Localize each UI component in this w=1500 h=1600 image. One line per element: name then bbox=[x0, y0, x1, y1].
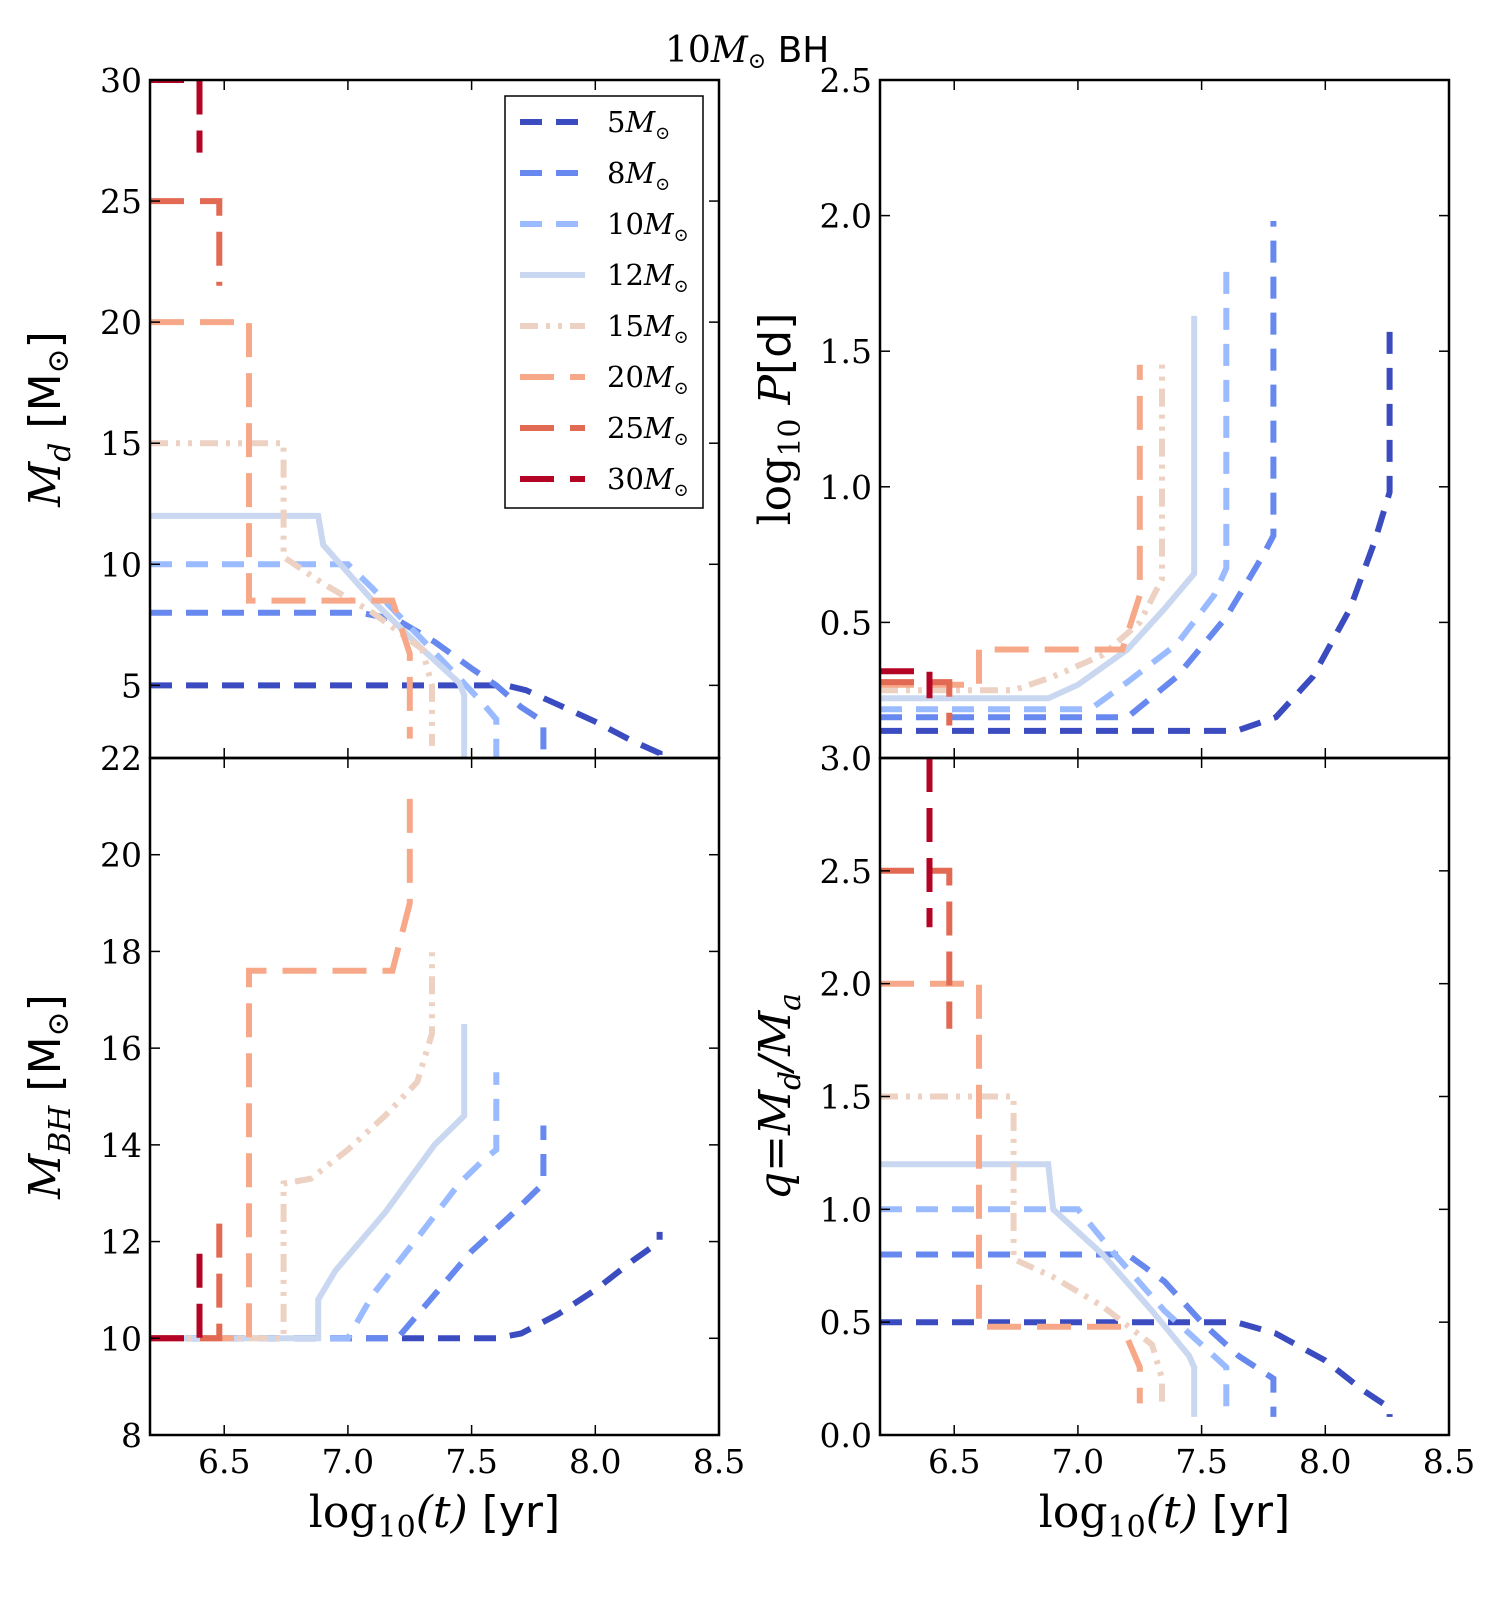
md-series-20-msun bbox=[150, 319, 413, 739]
legend-label-12-msun: 12M⊙ bbox=[607, 258, 689, 297]
q-series bbox=[880, 758, 1393, 1417]
period-series-20-msun bbox=[880, 364, 1143, 688]
md-ytick-label: 15 bbox=[100, 424, 142, 463]
q-xtick-label: 8.0 bbox=[1299, 1442, 1351, 1481]
legend: 5M⊙ 8M⊙ 10M⊙ 12M⊙ 15M⊙ 20M⊙ 25M⊙ 30M⊙ bbox=[504, 95, 704, 509]
mbh-ytick-label: 18 bbox=[100, 932, 142, 971]
mbh-ytick-label: 14 bbox=[100, 1126, 142, 1165]
md-series-12-msun bbox=[150, 512, 468, 758]
q-series-5-msun bbox=[880, 1319, 1393, 1417]
q-series-8-msun bbox=[880, 1251, 1277, 1417]
md-series-30-msun bbox=[150, 80, 203, 153]
mbh-xtick-label: 8.0 bbox=[569, 1442, 621, 1481]
q-axes-frame bbox=[878, 756, 1451, 1437]
q-ylabel: q=Md/Ma bbox=[750, 993, 808, 1200]
md-series-8-msun bbox=[150, 609, 547, 758]
q-series-12-msun bbox=[880, 1161, 1198, 1417]
period-ylabel: log10 P[d] bbox=[750, 313, 808, 526]
q-series-20-msun bbox=[880, 980, 1143, 1404]
md-ylabel: Md [M⊙] bbox=[20, 331, 78, 508]
mbh-ytick-label: 10 bbox=[100, 1319, 142, 1358]
period-series-30-msun bbox=[880, 668, 933, 699]
mbh-ytick-label: 8 bbox=[121, 1416, 142, 1455]
md-series-15-msun bbox=[150, 440, 435, 746]
period-series bbox=[880, 221, 1393, 734]
figure-title: 10M⊙ BH bbox=[665, 30, 829, 74]
mbh-ytick-label: 12 bbox=[100, 1223, 142, 1262]
period-ytick-label: 0.5 bbox=[820, 603, 872, 642]
mbh-series-30-msun bbox=[150, 1246, 203, 1342]
mbh-series-20-msun bbox=[150, 796, 413, 1342]
mbh-xlabel: log10(t) [yr] bbox=[309, 1487, 560, 1545]
md-ytick-label: 10 bbox=[100, 545, 142, 584]
mbh-series-5-msun bbox=[150, 1231, 663, 1342]
mbh-xtick-label: 7.5 bbox=[445, 1442, 497, 1481]
md-series-10-msun bbox=[150, 561, 500, 758]
panel-orbital-period: 0.5 1.0 1.5 2.0 2.5 log10 P[d] bbox=[750, 61, 1451, 760]
q-xtick-label: 7.0 bbox=[1052, 1442, 1104, 1481]
md-ytick-label: 20 bbox=[100, 303, 142, 342]
period-series-10-msun bbox=[880, 269, 1230, 713]
period-ytick-label: 1.0 bbox=[820, 468, 872, 507]
q-ytick-label: 0.0 bbox=[820, 1416, 872, 1455]
q-xlabel: log10(t) [yr] bbox=[1039, 1487, 1290, 1545]
md-series-25-msun bbox=[150, 198, 223, 286]
mbh-ylabel: MBH [M⊙] bbox=[20, 994, 78, 1200]
legend-label-10-msun: 10M⊙ bbox=[607, 207, 689, 246]
q-xtick-label: 7.5 bbox=[1175, 1442, 1227, 1481]
md-ytick-label: 5 bbox=[121, 666, 142, 705]
period-ytick-label: 2.5 bbox=[820, 61, 872, 100]
md-series-5-msun bbox=[150, 682, 663, 758]
legend-label-30-msun: 30M⊙ bbox=[607, 462, 689, 501]
mbh-xtick-label: 8.5 bbox=[693, 1442, 745, 1481]
period-series-12-msun bbox=[880, 315, 1198, 702]
mbh-series bbox=[150, 796, 663, 1342]
mbh-axes-frame bbox=[148, 756, 721, 1437]
legend-label-5-msun: 5M⊙ bbox=[607, 105, 670, 144]
q-series-15-msun bbox=[880, 1093, 1165, 1408]
mbh-ytick-label: 20 bbox=[100, 836, 142, 875]
md-ytick-label: 25 bbox=[100, 182, 142, 221]
q-ytick-label: 3.0 bbox=[820, 739, 872, 778]
mbh-series-25-msun bbox=[150, 1217, 223, 1342]
mbh-ytick-label: 22 bbox=[100, 739, 142, 778]
md-series bbox=[150, 80, 663, 758]
legend-label-15-msun: 15M⊙ bbox=[607, 309, 689, 348]
legend-label-25-msun: 25M⊙ bbox=[607, 411, 689, 450]
mbh-series-12-msun bbox=[150, 1024, 468, 1342]
legend-label-8-msun: 8M⊙ bbox=[607, 156, 670, 195]
mbh-series-15-msun bbox=[150, 951, 435, 1342]
mbh-series-10-msun bbox=[150, 1072, 500, 1342]
mbh-ytick-label: 16 bbox=[100, 1029, 142, 1068]
q-series-10-msun bbox=[880, 1206, 1230, 1417]
legend-box bbox=[504, 95, 704, 509]
period-ytick-label: 2.0 bbox=[820, 197, 872, 236]
mbh-xtick-label: 6.5 bbox=[198, 1442, 250, 1481]
q-xtick-label: 6.5 bbox=[928, 1442, 980, 1481]
period-series-25-msun bbox=[880, 679, 953, 726]
q-xtick-label: 8.5 bbox=[1423, 1442, 1475, 1481]
q-ytick-label: 0.5 bbox=[820, 1303, 872, 1342]
mbh-xtick-label: 7.0 bbox=[322, 1442, 374, 1481]
period-series-5-msun bbox=[880, 324, 1393, 734]
panel-donor-mass: 5 10 15 20 25 30 Md [M⊙] bbox=[20, 61, 721, 760]
panel-mass-ratio: 0.0 0.5 1.0 1.5 2.0 2.5 3.0 6.5 7.0 7.5 8.0 8.5 log1… bbox=[750, 739, 1475, 1545]
q-series-25-msun bbox=[880, 867, 953, 1029]
panel-black-hole-mass: 8 10 12 14 16 18 20 22 6.5 7.0 7.5 8.0 8.5 log10(t) [… bbox=[20, 739, 745, 1545]
period-series-15-msun bbox=[880, 356, 1165, 694]
q-ytick-label: 1.0 bbox=[820, 1190, 872, 1229]
mbh-series-8-msun bbox=[150, 1125, 547, 1342]
q-ytick-label: 2.5 bbox=[820, 852, 872, 891]
legend-label-20-msun: 20M⊙ bbox=[607, 360, 689, 399]
period-ytick-label: 1.5 bbox=[820, 332, 872, 371]
period-series-8-msun bbox=[880, 221, 1277, 721]
md-ytick-label: 30 bbox=[100, 61, 142, 100]
q-ytick-label: 2.0 bbox=[820, 965, 872, 1004]
q-ytick-label: 1.5 bbox=[820, 1078, 872, 1117]
